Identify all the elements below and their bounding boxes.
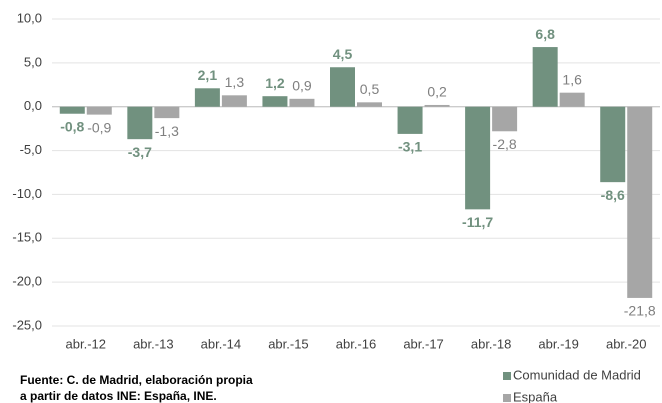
- bar: [59, 106, 85, 114]
- data-label: 2,1: [198, 67, 218, 83]
- y-tick-label: 0,0: [24, 98, 42, 113]
- data-label: 0,9: [292, 78, 312, 94]
- data-label: -1,3: [155, 123, 179, 139]
- data-label: -2,8: [493, 136, 517, 152]
- data-label: -0,8: [60, 118, 84, 134]
- y-tick-label: 5,0: [24, 54, 42, 69]
- bar: [221, 95, 247, 107]
- data-label: 6,8: [535, 26, 555, 42]
- bar: [357, 102, 382, 107]
- bar: [397, 106, 423, 134]
- data-label: -8,6: [601, 187, 625, 203]
- x-tick-label: abr.-14: [201, 336, 241, 351]
- bar: [424, 104, 450, 107]
- bar: [289, 98, 315, 107]
- bar: [262, 96, 288, 107]
- x-tick-label: abr.-15: [268, 336, 308, 351]
- x-tick-label: abr.-20: [606, 336, 646, 351]
- y-tick-label: -20,0: [12, 274, 42, 289]
- data-label: 4,5: [333, 46, 353, 62]
- source-line: a partir de datos INE: España, INE.: [20, 389, 217, 403]
- data-label: -11,7: [462, 214, 493, 230]
- data-label: -3,1: [398, 139, 422, 155]
- x-tick-label: abr.-12: [66, 336, 106, 351]
- data-label: 1,2: [265, 75, 285, 91]
- y-tick-label: -25,0: [12, 317, 42, 332]
- y-tick-label: 10,0: [17, 10, 42, 25]
- legend-swatch: [503, 394, 511, 402]
- x-tick-label: abr.-16: [336, 336, 376, 351]
- data-label: -3,7: [128, 144, 152, 160]
- bar: [532, 47, 558, 107]
- x-tick-label: abr.-17: [403, 336, 443, 351]
- y-tick-label: -10,0: [12, 186, 42, 201]
- bar: [330, 67, 355, 107]
- bar: [154, 106, 180, 119]
- x-tick-label: abr.-19: [538, 336, 578, 351]
- legend-label: Comunidad de Madrid: [513, 367, 641, 382]
- bar: [127, 106, 153, 140]
- legend-label: España: [513, 389, 558, 403]
- data-label: 0,2: [427, 84, 447, 100]
- data-label: -21,8: [624, 303, 656, 319]
- x-tick-label: abr.-18: [471, 336, 511, 351]
- bar: [600, 106, 626, 183]
- bar: [559, 92, 585, 107]
- data-label: 1,3: [225, 74, 245, 90]
- y-tick-label: -15,0: [12, 230, 42, 245]
- data-label: 1,6: [562, 71, 582, 87]
- legend-swatch: [503, 372, 511, 380]
- bar: [492, 106, 518, 132]
- data-label: 0,5: [360, 81, 380, 97]
- y-tick-label: -5,0: [20, 142, 42, 157]
- bar: [194, 88, 220, 107]
- x-tick-label: abr.-13: [133, 336, 173, 351]
- bar: [627, 106, 653, 298]
- bar: [86, 106, 112, 115]
- data-label: -0,9: [87, 119, 111, 135]
- bar: [465, 106, 491, 210]
- source-line: Fuente: C. de Madrid, elaboración propia: [20, 373, 253, 387]
